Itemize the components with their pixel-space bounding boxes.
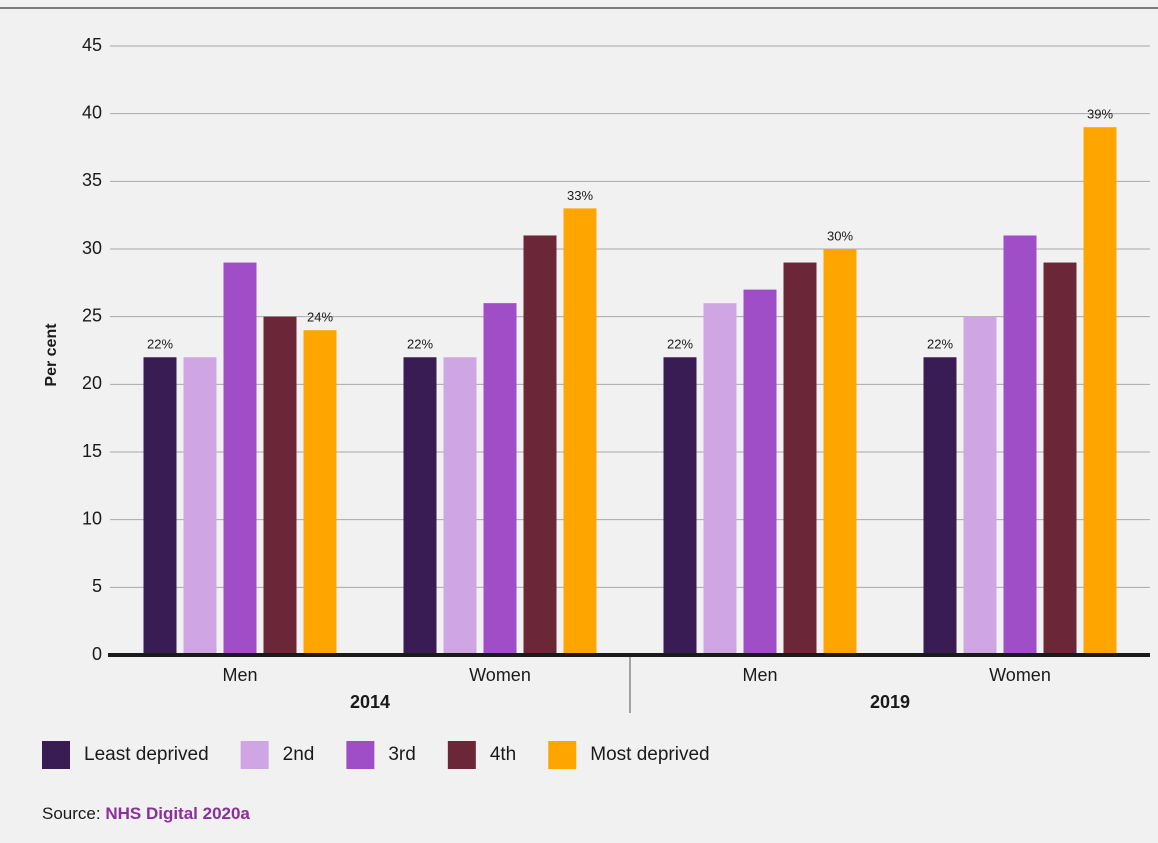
bar xyxy=(523,235,557,655)
bar xyxy=(143,357,177,655)
x-tick-label: Women xyxy=(989,665,1051,685)
legend-label: 2nd xyxy=(283,744,315,765)
bar xyxy=(403,357,437,655)
legend-swatch xyxy=(548,741,577,769)
bar xyxy=(923,357,957,655)
bar xyxy=(1083,127,1117,655)
legend-swatch xyxy=(447,741,476,769)
source-label: Source: xyxy=(42,804,101,823)
legend-swatch xyxy=(346,741,375,769)
bar xyxy=(263,316,297,655)
y-tick-label: 35 xyxy=(82,170,102,190)
x-tick-label: Men xyxy=(222,665,257,685)
bar xyxy=(663,357,697,655)
value-label: 24% xyxy=(307,310,333,325)
value-label: 22% xyxy=(927,337,953,352)
y-tick-label: 0 xyxy=(92,644,102,664)
source-link[interactable]: NHS Digital 2020a xyxy=(105,804,250,823)
bar xyxy=(703,303,737,655)
legend-swatch xyxy=(240,741,269,769)
bar xyxy=(963,316,997,655)
legend-swatch xyxy=(42,741,70,769)
y-tick-label: 10 xyxy=(82,508,102,528)
value-label: 30% xyxy=(827,228,853,243)
value-label: 33% xyxy=(567,188,593,203)
legend-label: 4th xyxy=(490,744,516,765)
y-tick-label: 45 xyxy=(82,35,102,55)
bar xyxy=(303,330,337,655)
value-label: 22% xyxy=(667,337,693,352)
value-label: 39% xyxy=(1087,107,1113,122)
bar xyxy=(443,357,477,655)
group-label: 2014 xyxy=(350,692,390,712)
y-tick-label: 40 xyxy=(82,102,102,122)
x-tick-label: Men xyxy=(742,665,777,685)
bar xyxy=(743,289,777,655)
value-label: 22% xyxy=(407,337,433,352)
bar xyxy=(1003,235,1037,655)
bar xyxy=(183,357,217,655)
value-label: 22% xyxy=(147,337,173,352)
legend-label: Least deprived xyxy=(84,744,209,765)
source: Source: NHS Digital 2020a xyxy=(42,804,250,823)
y-tick-label: 30 xyxy=(82,238,102,258)
legend-label: 3rd xyxy=(388,744,415,765)
y-tick-label: 25 xyxy=(82,305,102,325)
bar xyxy=(223,262,257,655)
x-tick-label: Women xyxy=(469,665,531,685)
y-tick-label: 5 xyxy=(92,576,102,596)
bar xyxy=(563,208,597,655)
y-axis-label: Per cent xyxy=(43,323,60,387)
y-tick-label: 20 xyxy=(82,373,102,393)
group-label: 2019 xyxy=(870,692,910,712)
bar xyxy=(823,249,857,655)
legend-label: Most deprived xyxy=(590,744,709,765)
bar xyxy=(1043,262,1077,655)
y-tick-label: 15 xyxy=(82,441,102,461)
bar xyxy=(483,303,517,655)
bar xyxy=(783,262,817,655)
